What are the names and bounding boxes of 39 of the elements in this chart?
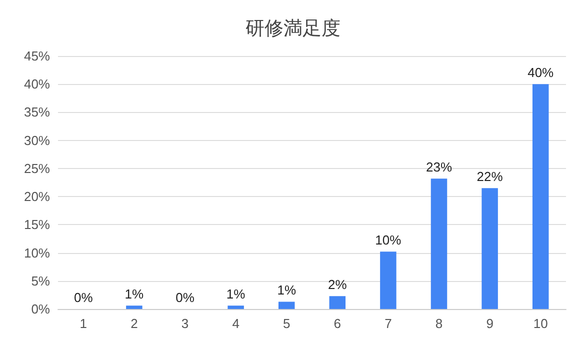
y-tick-label: 5%	[31, 273, 50, 288]
bar	[329, 296, 346, 309]
bar	[228, 306, 244, 309]
bar	[482, 188, 498, 309]
bar	[126, 306, 142, 309]
bar	[430, 178, 448, 309]
x-tick-label: 5	[282, 316, 290, 331]
data-label: 1%	[226, 286, 246, 302]
data-label: 10%	[375, 232, 402, 248]
data-label: 0%	[176, 290, 195, 305]
data-label: 23%	[426, 160, 452, 175]
bar	[532, 84, 549, 309]
y-tick-label: 25%	[24, 160, 50, 176]
data-label: 1%	[124, 286, 144, 302]
data-label: 0%	[74, 290, 94, 305]
x-tick-label: 9	[486, 316, 494, 331]
y-tick-label: 0%	[31, 302, 50, 316]
x-tick-label: 1	[80, 316, 88, 331]
y-tick-label: 20%	[24, 189, 50, 204]
x-tick-label: 2	[130, 316, 138, 331]
x-tick-label: 3	[181, 316, 189, 331]
chart-title: 研修満足度	[246, 18, 340, 40]
x-tick-label: 4	[232, 316, 240, 331]
y-tick-label: 15%	[24, 217, 50, 232]
y-tick-label: 30%	[24, 132, 50, 148]
y-tick-label: 45%	[24, 48, 50, 64]
y-tick-label: 40%	[24, 76, 50, 92]
y-tick-label: 10%	[24, 245, 50, 260]
x-tick-label: 8	[435, 316, 443, 331]
bar	[380, 252, 396, 309]
data-label: 40%	[528, 65, 554, 80]
data-label: 1%	[277, 282, 296, 298]
x-tick-label: 10	[533, 316, 548, 331]
data-label: 22%	[476, 169, 504, 184]
y-tick-label: 35%	[24, 104, 50, 120]
bar	[278, 302, 295, 309]
data-label: 2%	[328, 277, 348, 292]
x-tick-label: 6	[334, 316, 342, 331]
x-tick-label: 7	[384, 316, 392, 331]
